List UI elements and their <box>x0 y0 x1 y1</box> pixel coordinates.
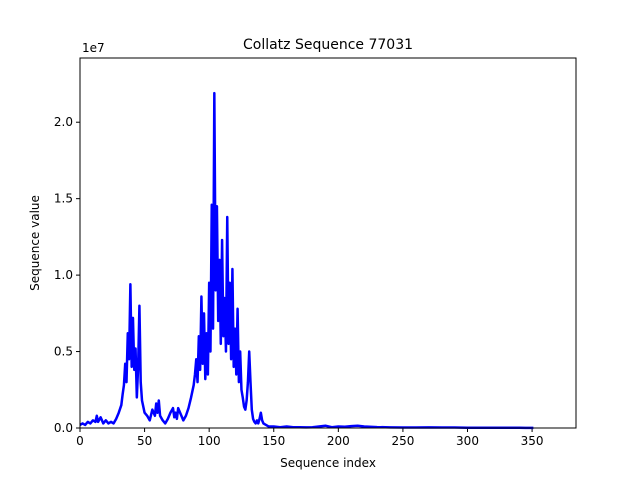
x-tick-label: 150 <box>262 434 285 448</box>
y-tick-label: 1.0 <box>54 268 73 282</box>
x-tick-label: 100 <box>198 434 221 448</box>
y-tick-label: 0.0 <box>54 421 73 435</box>
x-tick-label: 250 <box>391 434 414 448</box>
x-tick-label: 0 <box>76 434 84 448</box>
y-tick-label: 1.5 <box>54 192 73 206</box>
y-axis: 0.0 0.5 1.0 1.5 2.0 <box>54 115 80 435</box>
y-tick-label: 2.0 <box>54 115 73 129</box>
x-tick-label: 200 <box>327 434 350 448</box>
y-offset-label: 1e7 <box>82 41 105 55</box>
x-tick-label: 50 <box>137 434 152 448</box>
chart-title: Collatz Sequence 77031 <box>243 37 413 53</box>
series-line-0 <box>79 91 534 430</box>
plot-area: 0 50 100 150 200 250 300 350 0.0 0.5 1.0 1.5 2.0 <box>54 57 577 448</box>
x-tick-label: 350 <box>521 434 544 448</box>
x-axis-label: Sequence index <box>280 456 376 470</box>
y-axis-label: Sequence value <box>28 195 42 291</box>
x-tick-label: 300 <box>456 434 479 448</box>
plot-frame <box>79 57 577 429</box>
x-axis: 0 50 100 150 200 250 300 350 <box>76 428 544 448</box>
y-tick-label: 0.5 <box>54 345 73 359</box>
series-layer <box>79 91 534 430</box>
